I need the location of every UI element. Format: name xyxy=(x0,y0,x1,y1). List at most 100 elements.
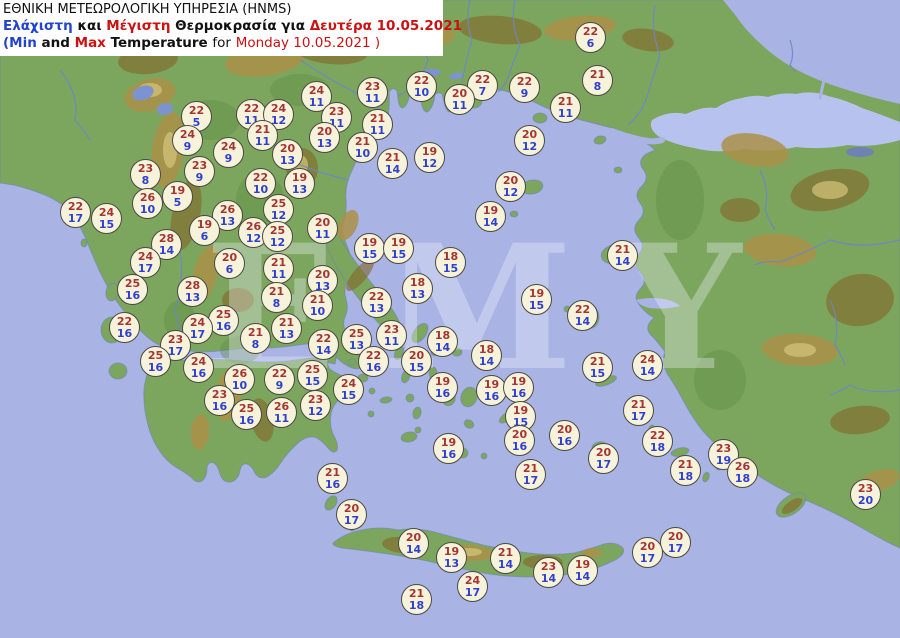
max-temp: 20 xyxy=(667,529,684,543)
max-temp: 21 xyxy=(614,242,631,256)
max-temp: 25 xyxy=(147,348,164,362)
min-temp: 11 xyxy=(451,98,468,112)
max-temp: 21 xyxy=(254,122,271,136)
max-temp: 21 xyxy=(369,111,386,125)
min-temp: 17 xyxy=(639,551,656,565)
temp-badge: 20 14 xyxy=(398,528,429,559)
min-temp: 13 xyxy=(219,214,236,228)
max-temp: 24 xyxy=(190,354,207,368)
min-temp: 10 xyxy=(252,182,269,196)
temp-badge: 19 6 xyxy=(189,215,220,246)
max-temp: 20 xyxy=(343,501,360,515)
temp-badge: 21 14 xyxy=(607,240,638,271)
max-temp: 18 xyxy=(478,342,495,356)
min-temp: 20 xyxy=(857,493,874,507)
max-temp: 20 xyxy=(314,215,331,229)
max-temp: 22 xyxy=(315,331,332,345)
max-temp: 20 xyxy=(316,124,333,138)
max-temp: 21 xyxy=(408,586,425,600)
min-temp: 10 xyxy=(413,85,430,99)
min-temp: 6 xyxy=(586,36,595,50)
min-temp: 16 xyxy=(190,366,207,380)
min-temp: 14 xyxy=(497,557,514,571)
min-temp: 14 xyxy=(158,243,175,257)
min-temp: 12 xyxy=(270,113,287,127)
min-temp: 15 xyxy=(528,298,545,312)
min-temp: 13 xyxy=(368,301,385,315)
max-temp: 21 xyxy=(630,397,647,411)
temp-badge: 23 20 xyxy=(850,479,881,510)
temp-badge: 20 17 xyxy=(336,499,367,530)
min-temp: 11 xyxy=(557,106,574,120)
max-temp: 19 xyxy=(434,374,451,388)
min-temp: 14 xyxy=(482,215,499,229)
temp-badge: 21 13 xyxy=(271,313,302,344)
min-temp: 14 xyxy=(639,364,656,378)
temp-badge: 22 14 xyxy=(308,329,339,360)
temp-badge: 20 12 xyxy=(495,171,526,202)
temp-badge: 21 11 xyxy=(263,253,294,284)
max-temp: 20 xyxy=(502,173,519,187)
max-temp: 20 xyxy=(521,127,538,141)
min-temp: 9 xyxy=(183,139,192,153)
temp-badge: 19 5 xyxy=(162,181,193,212)
temp-badge: 23 11 xyxy=(376,320,407,351)
min-temp: 13 xyxy=(316,136,333,150)
min-temp: 18 xyxy=(734,471,751,485)
title-box: ΕΘΝΙΚΗ ΜΕΤΕΩΡΟΛΟΓΙΚΗ ΥΠΗΡΕΣΙΑ (HNMS) Ελά… xyxy=(0,0,462,56)
max-temp: 22 xyxy=(252,170,269,184)
temp-badge: 22 6 xyxy=(575,22,606,53)
max-temp: 25 xyxy=(269,223,286,237)
min-temp: 14 xyxy=(315,343,332,357)
temp-badge: 22 10 xyxy=(406,71,437,102)
max-temp: 22 xyxy=(474,72,491,86)
temp-badge: 20 17 xyxy=(588,443,619,474)
temp-badge: 24 17 xyxy=(457,571,488,602)
max-label-gr: Μέγιστη xyxy=(106,18,171,35)
temp-badge: 23 19 xyxy=(708,439,739,470)
min-temp: 14 xyxy=(614,254,631,268)
temp-badge: 25 15 xyxy=(297,360,328,391)
temp-badge: 24 16 xyxy=(183,352,214,383)
min-temp: 6 xyxy=(200,229,209,243)
min-temp: 17 xyxy=(667,541,684,555)
temp-badge: 24 15 xyxy=(333,374,364,405)
min-temp: 11 xyxy=(328,116,345,130)
min-temp: 10 xyxy=(139,202,156,216)
temp-badge: 19 15 xyxy=(505,401,536,432)
temp-badge: 18 15 xyxy=(435,247,466,278)
min-temp: 12 xyxy=(521,139,538,153)
temp-badge: 20 17 xyxy=(632,537,663,568)
max-temp: 23 xyxy=(137,161,154,175)
temp-badge: 20 17 xyxy=(660,527,691,558)
temp-badge: 20 11 xyxy=(444,84,475,115)
min-temp: 17 xyxy=(630,409,647,423)
min-temp: 8 xyxy=(593,79,602,93)
max-temp: 20 xyxy=(221,250,238,264)
temp-badge: 21 15 xyxy=(582,352,613,383)
min-temp: 10 xyxy=(354,146,371,160)
max-temp: 23 xyxy=(307,392,324,406)
temp-badge: 24 17 xyxy=(130,247,161,278)
min-temp: 17 xyxy=(189,327,206,341)
max-temp: 21 xyxy=(589,354,606,368)
max-temp: 26 xyxy=(273,399,290,413)
temp-badge: 20 6 xyxy=(214,248,245,279)
max-temp: 26 xyxy=(734,459,751,473)
min-temp: 16 xyxy=(556,434,573,448)
max-temp: 23 xyxy=(211,387,228,401)
min-temp: 15 xyxy=(442,261,459,275)
max-temp: 23 xyxy=(383,322,400,336)
temp-badge: 22 5 xyxy=(181,101,212,132)
max-temp: 19 xyxy=(291,170,308,184)
temp-badge: 20 12 xyxy=(514,125,545,156)
max-temp: 19 xyxy=(512,403,529,417)
temp-badge: 19 13 xyxy=(436,542,467,573)
max-temp: 19 xyxy=(440,435,457,449)
min-temp: 16 xyxy=(324,477,341,491)
max-temp: 20 xyxy=(556,422,573,436)
max-temp: 25 xyxy=(304,362,321,376)
min-temp: 12 xyxy=(245,231,262,245)
min-temp: 13 xyxy=(409,287,426,301)
temp-badge: 25 16 xyxy=(208,305,239,336)
